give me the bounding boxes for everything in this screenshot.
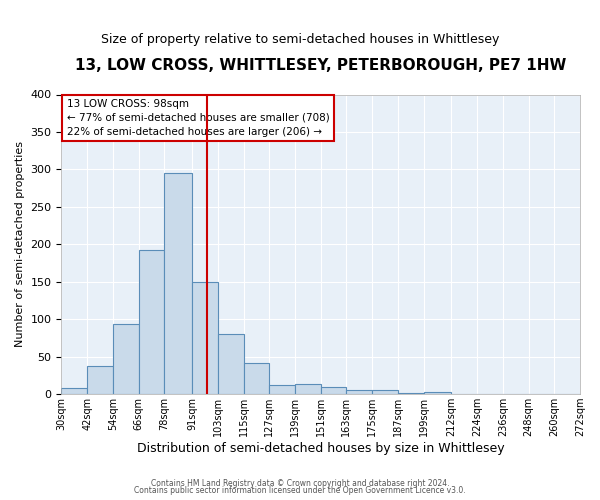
Bar [321, 386, 346, 394]
Bar [218, 334, 244, 394]
Bar [164, 173, 192, 394]
Bar [244, 362, 269, 394]
Y-axis label: Number of semi-detached properties: Number of semi-detached properties [15, 142, 25, 348]
Text: 13 LOW CROSS: 98sqm
← 77% of semi-detached houses are smaller (708)
22% of semi-: 13 LOW CROSS: 98sqm ← 77% of semi-detach… [67, 99, 329, 137]
Bar [61, 388, 87, 394]
Text: Size of property relative to semi-detached houses in Whittlesey: Size of property relative to semi-detach… [101, 32, 499, 46]
Title: 13, LOW CROSS, WHITTLESEY, PETERBOROUGH, PE7 1HW: 13, LOW CROSS, WHITTLESEY, PETERBOROUGH,… [75, 58, 566, 72]
Text: Contains HM Land Registry data © Crown copyright and database right 2024.: Contains HM Land Registry data © Crown c… [151, 478, 449, 488]
Bar [295, 384, 321, 394]
Bar [346, 390, 372, 394]
Text: Contains public sector information licensed under the Open Government Licence v3: Contains public sector information licen… [134, 486, 466, 495]
Bar [113, 324, 139, 394]
X-axis label: Distribution of semi-detached houses by size in Whittlesey: Distribution of semi-detached houses by … [137, 442, 505, 455]
Bar [87, 366, 113, 394]
Bar [139, 250, 164, 394]
Bar [192, 282, 218, 394]
Bar [424, 392, 451, 394]
Bar [398, 392, 424, 394]
Bar [372, 390, 398, 394]
Bar [269, 385, 295, 394]
